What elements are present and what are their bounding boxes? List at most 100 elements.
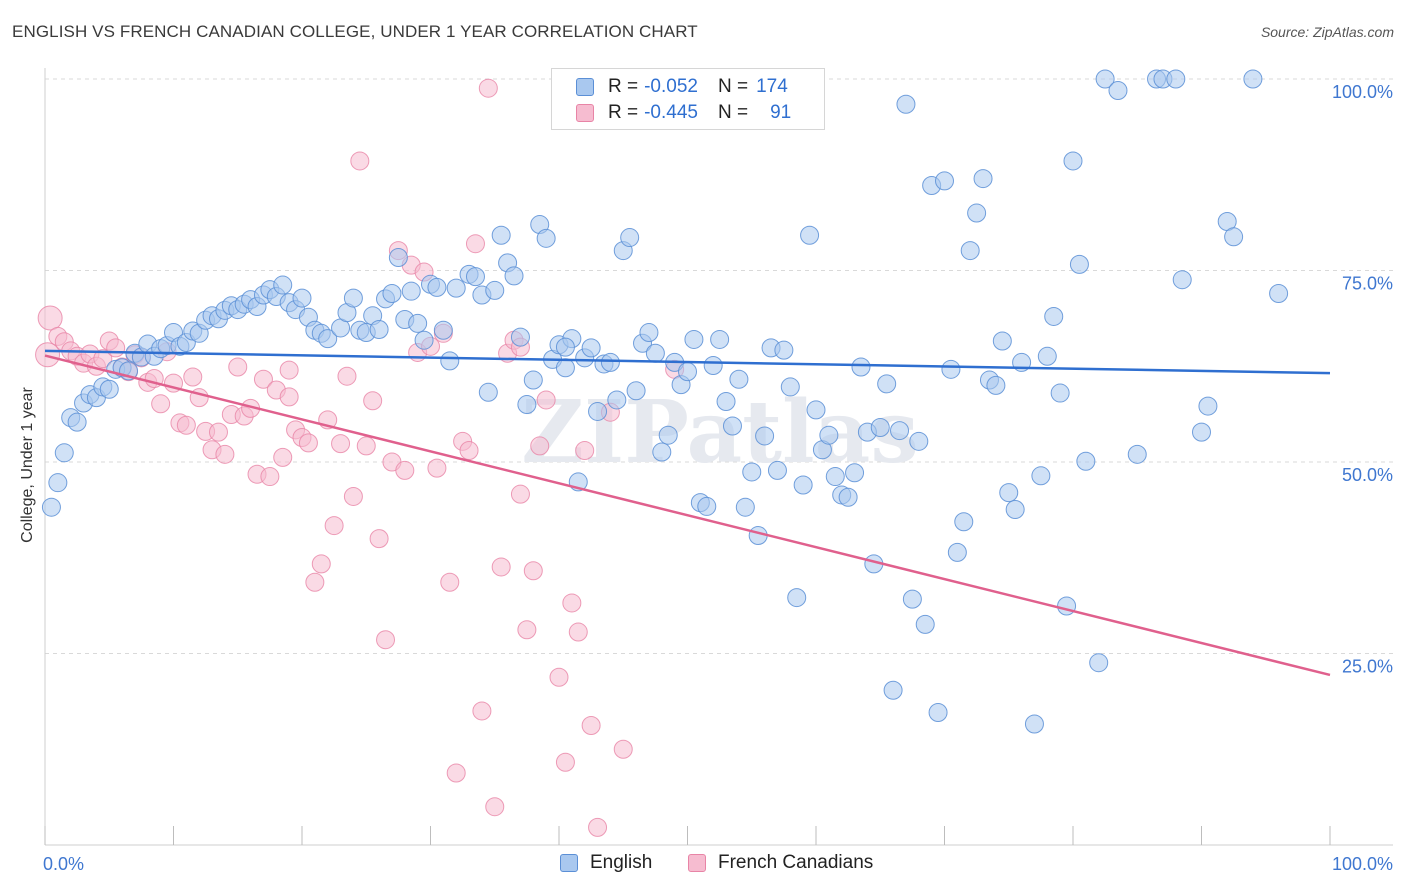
english-point bbox=[774, 340, 794, 360]
english-point bbox=[485, 280, 505, 300]
french-point bbox=[350, 151, 370, 171]
english-point bbox=[555, 358, 575, 378]
y-tick-label: 25.0% bbox=[1342, 657, 1393, 677]
french-point bbox=[253, 369, 273, 389]
english-point bbox=[369, 319, 389, 339]
axis-layer bbox=[44, 68, 1393, 846]
english-point bbox=[1076, 451, 1096, 471]
r-label: R = bbox=[608, 102, 639, 123]
french-point bbox=[356, 436, 376, 456]
english-point bbox=[954, 512, 974, 532]
english-point bbox=[446, 278, 466, 298]
french-point bbox=[369, 529, 389, 549]
english-point bbox=[401, 281, 421, 301]
english-point bbox=[742, 462, 762, 482]
english-points bbox=[41, 69, 1289, 734]
english-trend-line bbox=[44, 349, 1331, 375]
english-point bbox=[716, 391, 736, 411]
french-point bbox=[279, 387, 299, 407]
english-point bbox=[510, 327, 530, 347]
english-point bbox=[870, 418, 890, 438]
english-point bbox=[973, 169, 993, 189]
legend-label-english: English bbox=[590, 852, 653, 873]
legend-label-french: French Canadians bbox=[718, 852, 874, 873]
english-point bbox=[343, 288, 363, 308]
english-point bbox=[678, 362, 697, 382]
french-point bbox=[343, 486, 363, 506]
french-point bbox=[376, 630, 396, 650]
legend-row-french: R = -0.445 N = 91 bbox=[576, 101, 791, 125]
french-point bbox=[562, 593, 582, 613]
english-point bbox=[658, 425, 678, 445]
english-point bbox=[806, 400, 826, 420]
english-point bbox=[1224, 227, 1244, 247]
english-point bbox=[382, 283, 402, 303]
french-swatch bbox=[576, 104, 594, 122]
french-point bbox=[176, 415, 196, 435]
english-point bbox=[1127, 444, 1147, 464]
french-point bbox=[440, 572, 460, 592]
r-value-french: -0.445 bbox=[644, 102, 698, 123]
french-points bbox=[35, 78, 685, 837]
english-swatch bbox=[560, 854, 578, 872]
french-trend-line bbox=[44, 354, 1331, 677]
english-point bbox=[626, 381, 646, 401]
english-point bbox=[992, 331, 1012, 351]
french-point bbox=[568, 622, 588, 642]
legend-row-english: R = -0.052 N = 174 bbox=[576, 75, 788, 99]
english-point bbox=[909, 431, 929, 451]
english-point bbox=[890, 421, 910, 441]
legend-item-english[interactable]: English bbox=[560, 852, 652, 874]
english-point bbox=[787, 588, 807, 608]
english-point bbox=[620, 228, 640, 248]
english-point bbox=[48, 473, 68, 493]
english-point bbox=[928, 702, 948, 722]
english-point bbox=[414, 330, 434, 350]
english-point bbox=[536, 228, 556, 248]
n-value-french: 91 bbox=[770, 102, 792, 123]
english-point bbox=[607, 390, 627, 410]
french-point bbox=[298, 433, 318, 453]
english-point bbox=[645, 343, 665, 363]
english-point bbox=[41, 497, 61, 517]
english-point bbox=[819, 425, 839, 445]
r-value-english: -0.052 bbox=[644, 76, 698, 97]
french-point bbox=[530, 436, 550, 456]
english-point bbox=[960, 241, 980, 261]
french-point bbox=[549, 667, 569, 687]
legend-item-french[interactable]: French Canadians bbox=[688, 852, 873, 874]
english-point bbox=[967, 203, 987, 223]
y-tick-label: 100.0% bbox=[1332, 82, 1393, 102]
french-point bbox=[395, 460, 415, 480]
french-point bbox=[485, 797, 505, 817]
french-point bbox=[465, 234, 485, 254]
french-point bbox=[581, 716, 601, 736]
french-point bbox=[183, 367, 203, 387]
english-point bbox=[652, 442, 672, 462]
english-point bbox=[273, 275, 293, 295]
english-point bbox=[947, 542, 967, 562]
english-point bbox=[941, 359, 961, 379]
english-point bbox=[915, 614, 935, 634]
english-point bbox=[600, 352, 620, 372]
series-legend: English French Canadians bbox=[0, 852, 1406, 876]
english-point bbox=[883, 680, 903, 700]
english-point bbox=[755, 426, 775, 446]
french-point bbox=[575, 441, 595, 461]
english-point bbox=[433, 320, 453, 340]
french-point bbox=[311, 554, 331, 574]
english-point bbox=[408, 313, 428, 333]
y-tick-label: 50.0% bbox=[1342, 465, 1393, 485]
n-value-english: 174 bbox=[756, 76, 788, 97]
french-point bbox=[215, 444, 235, 464]
french-point bbox=[472, 701, 492, 721]
chart-title: ENGLISH VS FRENCH CANADIAN COLLEGE, UNDE… bbox=[12, 22, 698, 41]
french-swatch bbox=[688, 854, 706, 872]
english-point bbox=[588, 401, 608, 421]
french-point bbox=[208, 422, 228, 442]
r-label: R = bbox=[608, 76, 639, 97]
english-point bbox=[1095, 69, 1115, 89]
english-point bbox=[1243, 69, 1263, 89]
english-point bbox=[440, 351, 460, 371]
french-point bbox=[510, 484, 530, 504]
